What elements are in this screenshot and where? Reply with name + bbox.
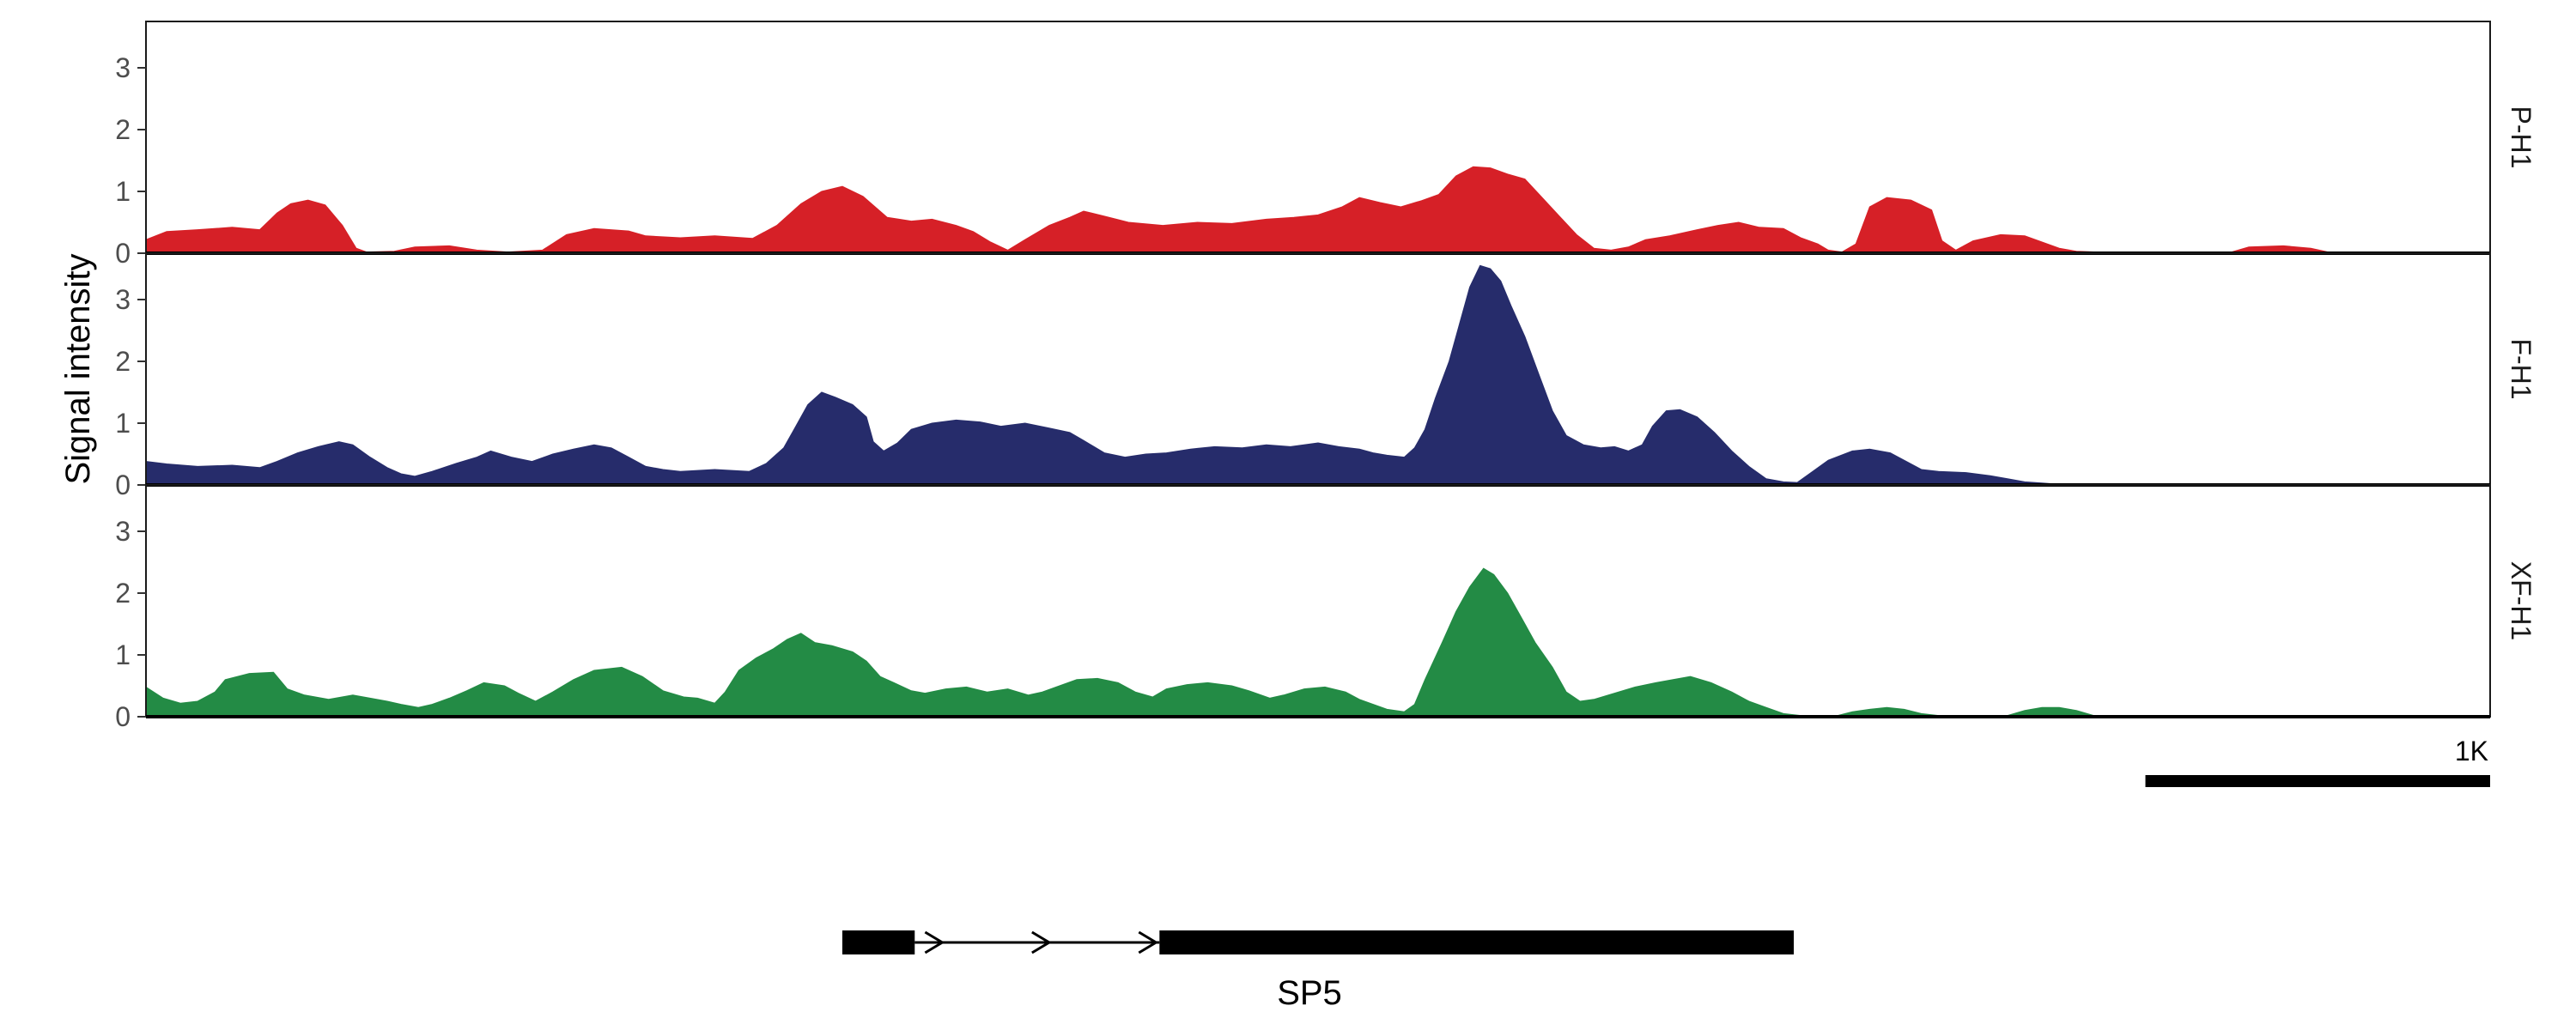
scale-bar-label: 1K (2455, 736, 2488, 766)
y-tick-label-xf-h1-3: 3 (115, 516, 131, 547)
y-tick-label-f-h1-1: 1 (115, 408, 131, 439)
strip-label-xf-h1: XF-H1 (2506, 561, 2537, 640)
strip-label-f-h1: F-H1 (2506, 338, 2537, 399)
gene-label: SP5 (1277, 974, 1342, 1012)
track-panel-p-h1: 0 1 2 3 P-H1 (115, 21, 2537, 269)
gene-strand-arrow-3 (1138, 930, 1159, 954)
y-tick-label-p-h1-2: 2 (115, 114, 131, 145)
y-tick-label-xf-h1-1: 1 (115, 639, 131, 670)
strip-label-p-h1: P-H1 (2506, 106, 2537, 169)
gene-strand-arrow-1 (924, 930, 945, 954)
y-tick-label-f-h1-2: 2 (115, 346, 131, 377)
track-panel-xf-h1: 0 1 2 3 XF-H1 (115, 484, 2537, 732)
y-tick-label-f-h1-0: 0 (115, 470, 131, 500)
gene-exon-1 (841, 930, 915, 954)
area-xf-h1 (145, 567, 2491, 718)
track-panel-f-h1: 0 1 2 3 F-H1 (115, 252, 2537, 500)
y-tick-label-p-h1-0: 0 (115, 238, 131, 269)
y-tick-label-p-h1-3: 3 (115, 52, 131, 83)
y-axis-title: Signal intensity (59, 253, 97, 484)
gene-strand-arrow-2 (1031, 930, 1052, 954)
scale-bar: 1K (2145, 736, 2490, 787)
gene-exon-2 (1159, 930, 1795, 954)
tracks-layer: 0 1 2 3 P-H1 0 1 2 3 F-H1 0 1 2 3 XF-H1 (115, 21, 2537, 732)
scale-bar-line (2145, 775, 2490, 787)
y-tick-label-xf-h1-0: 0 (115, 701, 131, 732)
y-tick-label-f-h1-3: 3 (115, 284, 131, 315)
area-f-h1 (145, 264, 2491, 486)
panel-frame-xf-h1 (145, 484, 2491, 718)
gene-model: SP5 (841, 930, 1795, 1012)
y-tick-label-p-h1-1: 1 (115, 176, 131, 207)
area-p-h1 (145, 166, 2491, 254)
y-tick-label-xf-h1-2: 2 (115, 578, 131, 609)
